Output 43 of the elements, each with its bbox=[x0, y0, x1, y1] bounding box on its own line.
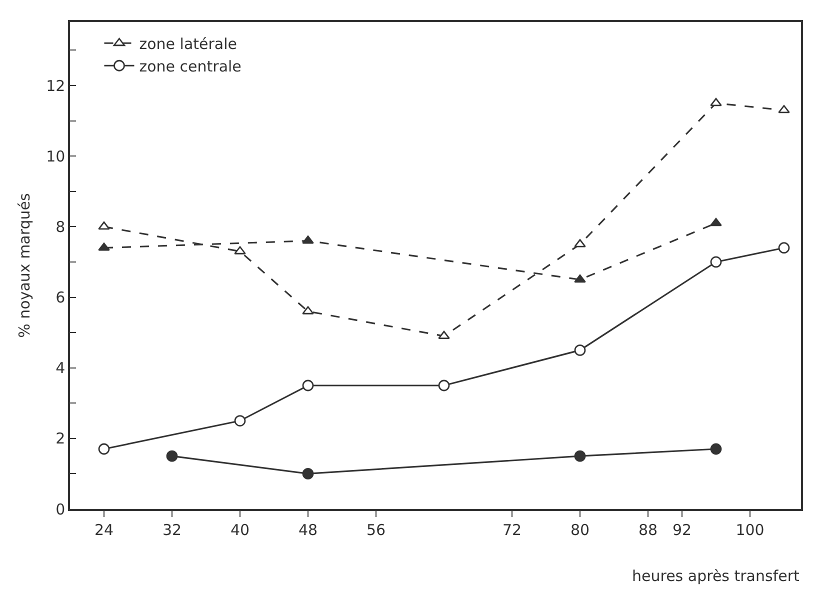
point bbox=[166, 450, 178, 462]
x-tick-label: 72 bbox=[502, 520, 522, 539]
x-tick-label: 40 bbox=[230, 520, 250, 539]
y-tick-label: 4 bbox=[56, 359, 66, 378]
point bbox=[302, 236, 314, 244]
point bbox=[710, 443, 722, 455]
y-axis-title: % noyaux marqués bbox=[15, 192, 34, 338]
y-tick-label: 8 bbox=[56, 218, 66, 236]
point bbox=[438, 380, 450, 392]
legend-label: zone latérale bbox=[139, 34, 238, 53]
point bbox=[574, 274, 586, 283]
x-tick-label: 80 bbox=[570, 520, 590, 539]
point bbox=[710, 218, 722, 226]
point bbox=[574, 239, 586, 248]
y-tick-label: 12 bbox=[46, 76, 66, 95]
x-tick-label: 100 bbox=[736, 520, 764, 539]
point bbox=[438, 330, 450, 340]
x-tick-label: 88 bbox=[638, 520, 658, 539]
x-tick-label: 32 bbox=[162, 520, 182, 539]
point bbox=[778, 105, 790, 114]
x-tick-label: 24 bbox=[94, 520, 114, 539]
point bbox=[234, 415, 246, 426]
point bbox=[778, 242, 790, 254]
point bbox=[710, 256, 722, 268]
legend-label: zone centrale bbox=[139, 57, 242, 76]
point bbox=[302, 468, 314, 480]
point bbox=[574, 450, 586, 462]
point bbox=[98, 443, 110, 455]
x-tick-label: 48 bbox=[298, 520, 318, 539]
y-tick-label: 0 bbox=[56, 500, 66, 518]
point bbox=[98, 242, 110, 251]
point bbox=[302, 380, 314, 392]
x-axis-title: heures après transfert bbox=[632, 567, 800, 585]
y-tick-label: 2 bbox=[56, 430, 66, 448]
point bbox=[710, 98, 722, 106]
x-tick-label: 56 bbox=[366, 520, 386, 539]
point bbox=[574, 344, 586, 356]
y-tick-label: 10 bbox=[46, 147, 66, 166]
point bbox=[302, 306, 314, 314]
y-tick-label: 6 bbox=[56, 288, 66, 307]
x-tick-label: 92 bbox=[672, 520, 692, 539]
point bbox=[98, 221, 110, 230]
point bbox=[234, 246, 246, 254]
